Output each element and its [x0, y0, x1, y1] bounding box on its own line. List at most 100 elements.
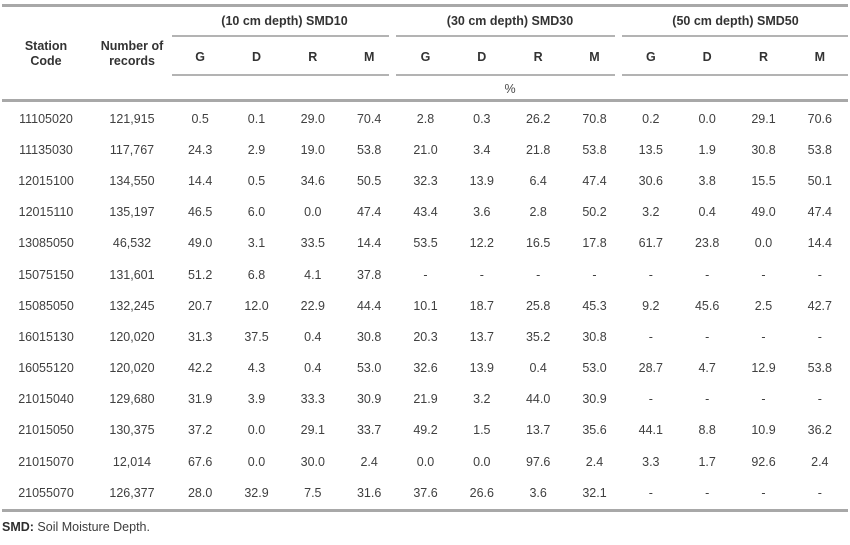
value-cell: 21.9 — [413, 392, 438, 407]
table-row: 11105020 121,915 0.5 0.1 29.0 70.4 2.8 0.3 26.2 7… — [0, 103, 848, 134]
value-cell: 14.4 — [356, 236, 382, 251]
value-cell: - — [648, 267, 653, 282]
footnote-definition: Soil Moisture Depth. — [33, 520, 150, 534]
value-cell: 20.7 — [187, 298, 213, 313]
value-cell: 20.3 — [413, 329, 438, 344]
value-cell: 47.4 — [807, 205, 832, 220]
group-underline-smd50 — [622, 35, 848, 37]
value-cell: 0.4 — [304, 361, 322, 376]
value-cell: 37.2 — [187, 423, 213, 438]
value-cell: 43.4 — [413, 205, 438, 220]
value-cell: 33.7 — [356, 423, 382, 438]
table-row: 13085050 46,532 49.0 3.1 33.5 14.4 53.5 12.2 16.… — [0, 228, 848, 259]
station-code-cell: 16015130 — [18, 329, 74, 344]
subheader-underline-smd30 — [396, 74, 615, 76]
records-cell: 126,377 — [109, 485, 155, 500]
value-cell: 49.0 — [751, 205, 776, 220]
value-cell: 26.2 — [525, 111, 551, 126]
value-cell: 28.7 — [638, 361, 663, 376]
value-cell: 1.7 — [698, 454, 716, 469]
value-cell: - — [705, 485, 710, 500]
records-cell: 130,375 — [109, 423, 155, 438]
value-cell: 22.9 — [300, 298, 325, 313]
value-cell: 10.1 — [413, 298, 438, 313]
value-cell: 12.2 — [469, 236, 494, 251]
station-code-cell: 12015110 — [18, 205, 74, 220]
station-code-cell: 21015070 — [18, 454, 74, 469]
table-rule-header-bottom — [2, 99, 848, 102]
value-cell: 13.5 — [638, 142, 663, 157]
value-cell: 0.0 — [247, 454, 266, 469]
value-cell: 0.4 — [304, 329, 322, 344]
value-cell: 70.8 — [582, 111, 607, 126]
table-row: 21015040 129,680 31.9 3.9 33.3 30.9 21.9 3.2 44.… — [0, 384, 848, 415]
value-cell: 44.0 — [525, 392, 551, 407]
records-cell: 120,020 — [109, 361, 155, 376]
sub-header-cell: D — [702, 50, 712, 64]
value-cell: - — [761, 485, 766, 500]
value-cell: 37.8 — [356, 267, 382, 282]
value-cell: 8.8 — [698, 423, 716, 438]
value-cell: 35.2 — [525, 329, 551, 344]
value-cell: 4.7 — [698, 361, 716, 376]
value-cell: 46.5 — [187, 205, 213, 220]
records-cell: 117,767 — [109, 142, 155, 157]
value-cell: 42.7 — [807, 298, 832, 313]
value-cell: 30.8 — [356, 329, 382, 344]
table-row: 12015110 135,197 46.5 6.0 0.0 47.4 43.4 3.6 2.8 5… — [0, 197, 848, 228]
value-cell: - — [761, 267, 766, 282]
column-header-number-of-records: Number of records — [100, 38, 164, 68]
sub-header-cell: R — [533, 50, 543, 64]
sub-header-cell: M — [589, 50, 600, 64]
table-row: 15075150 131,601 51.2 6.8 4.1 37.8 - - - - - - - - — [0, 259, 848, 290]
value-cell: 31.6 — [356, 485, 382, 500]
value-cell: - — [705, 329, 710, 344]
sub-header-cell: R — [758, 50, 768, 64]
value-cell: 45.3 — [582, 298, 607, 313]
value-cell: 61.7 — [638, 236, 663, 251]
value-cell: 30.9 — [582, 392, 607, 407]
value-cell: 53.8 — [356, 142, 382, 157]
group-header-smd50: (50 cm depth) SMD50 — [672, 13, 799, 28]
value-cell: - — [648, 329, 653, 344]
value-cell: 35.6 — [582, 423, 607, 438]
value-cell: 1.9 — [698, 142, 716, 157]
value-cell: - — [761, 392, 766, 407]
value-cell: 15.5 — [751, 173, 776, 188]
value-cell: 4.3 — [247, 361, 266, 376]
value-cell: 2.4 — [360, 454, 378, 469]
value-cell: 0.2 — [642, 111, 660, 126]
value-cell: 3.1 — [247, 236, 266, 251]
value-cell: 53.0 — [356, 361, 382, 376]
value-cell: 0.0 — [698, 111, 716, 126]
value-cell: 1.5 — [473, 423, 491, 438]
value-cell: 0.4 — [698, 205, 716, 220]
value-cell: 24.3 — [187, 142, 213, 157]
table-row: 21055070 126,377 28.0 32.9 7.5 31.6 37.6 26.6 3.… — [0, 477, 848, 508]
table-row: 21015070 12,014 67.6 0.0 30.0 2.4 0.0 0.0 97.6 2.… — [0, 446, 848, 477]
value-cell: 0.3 — [473, 111, 491, 126]
value-cell: 7.5 — [304, 485, 322, 500]
group-underline-smd10 — [172, 35, 389, 37]
table-row: 16055120 120,020 42.2 4.3 0.4 53.0 32.6 13.9 0.4… — [0, 353, 848, 384]
value-cell: 21.0 — [413, 142, 438, 157]
table-row: 15085050 132,245 20.7 12.0 22.9 44.4 10.1 18.7 2… — [0, 290, 848, 321]
records-cell: 134,550 — [109, 173, 155, 188]
value-cell: - — [817, 267, 822, 282]
table-row: 12015100 134,550 14.4 0.5 34.6 50.5 32.3 13.9 6.… — [0, 165, 848, 196]
value-cell: 13.7 — [469, 329, 494, 344]
value-cell: 53.0 — [582, 361, 607, 376]
value-cell: 9.2 — [642, 298, 660, 313]
value-cell: 3.4 — [473, 142, 491, 157]
value-cell: 26.6 — [469, 485, 494, 500]
value-cell: 29.0 — [300, 111, 325, 126]
value-cell: 92.6 — [751, 454, 776, 469]
value-cell: 0.0 — [473, 454, 491, 469]
value-cell: 3.2 — [642, 205, 660, 220]
station-code-cell: 11105020 — [19, 111, 73, 126]
column-header-station-code: Station Code — [24, 38, 68, 68]
value-cell: 30.8 — [751, 142, 776, 157]
value-cell: 0.0 — [754, 236, 773, 251]
value-cell: 25.8 — [525, 298, 551, 313]
